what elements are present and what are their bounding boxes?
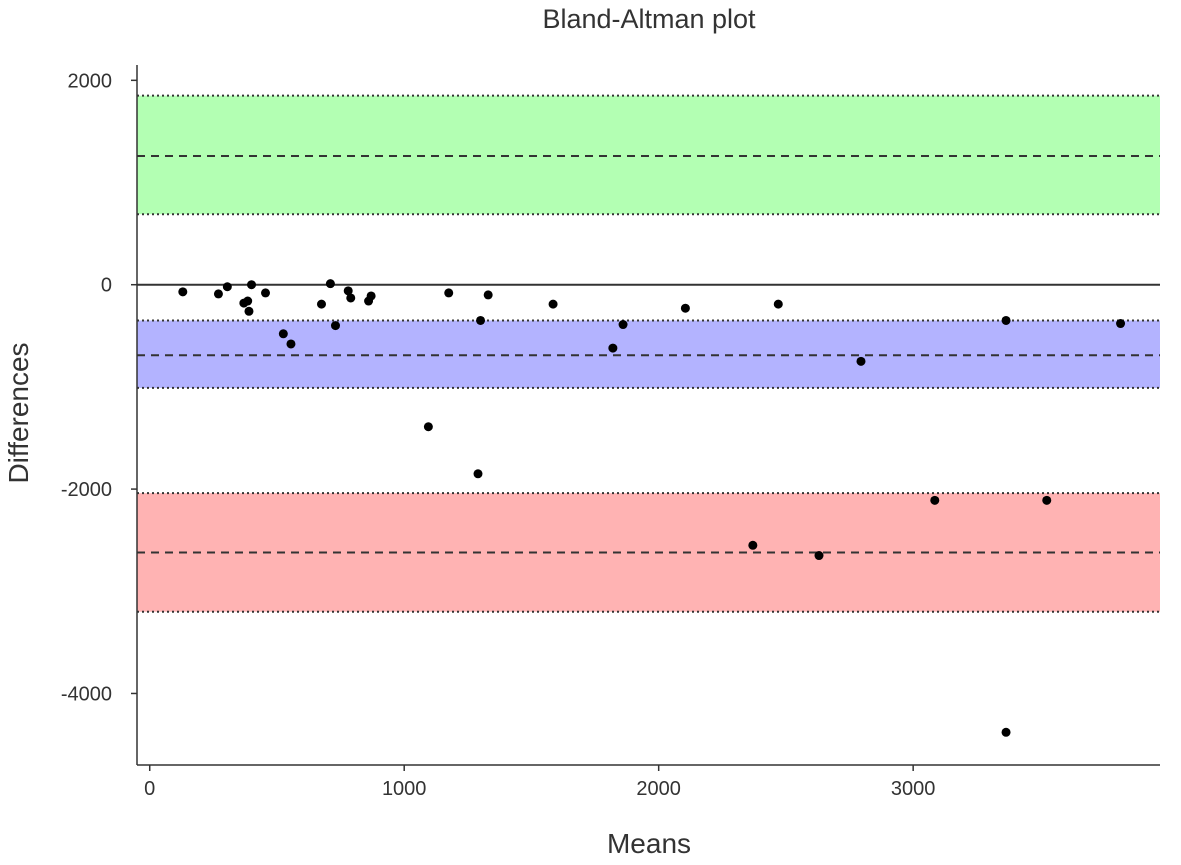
data-point [316, 299, 326, 309]
data-point [930, 495, 940, 505]
data-point [856, 356, 866, 366]
data-point [680, 303, 690, 313]
chart-title: Bland-Altman plot [542, 4, 756, 34]
data-point [1001, 315, 1011, 325]
data-point [247, 280, 257, 290]
data-point [444, 288, 454, 298]
limit-bands [137, 94, 1160, 613]
data-point [748, 540, 758, 550]
y-tick-label: -2000 [61, 479, 112, 501]
data-point [213, 289, 223, 299]
x-tick-label: 3000 [891, 778, 936, 800]
data-point [286, 339, 296, 349]
data-point [1116, 319, 1126, 329]
x-tick-label: 2000 [636, 778, 681, 800]
x-tick-label: 0 [144, 778, 155, 800]
axes [136, 65, 1160, 766]
data-point [473, 469, 483, 479]
data-point [278, 329, 288, 339]
data-point [366, 291, 376, 301]
data-point [346, 293, 356, 303]
data-point [423, 422, 433, 432]
y-axis-title: Differences [3, 342, 34, 483]
data-point [483, 290, 493, 300]
data-point [548, 299, 558, 309]
data-point [222, 282, 232, 292]
y-tick-label: 0 [101, 275, 112, 297]
y-axis-ticks: 2000 0 -2000 -4000 [61, 70, 137, 705]
data-points [178, 279, 1126, 737]
data-point [476, 315, 486, 325]
data-point [243, 296, 253, 306]
data-point [1001, 727, 1011, 737]
data-point [608, 343, 618, 353]
band-1 [137, 320, 1160, 388]
x-axis-ticks: 0 1000 2000 3000 [144, 765, 935, 800]
data-point [330, 321, 340, 331]
x-tick-label: 1000 [382, 778, 427, 800]
data-point [814, 551, 824, 561]
data-point [343, 286, 353, 296]
data-point [244, 306, 254, 316]
data-point [261, 288, 271, 298]
data-point [178, 287, 188, 297]
data-point [773, 299, 783, 309]
band-0 [137, 95, 1160, 215]
x-axis-title: Means [607, 828, 691, 859]
y-tick-label: 2000 [68, 70, 113, 92]
data-point [325, 279, 335, 289]
y-tick-label: -4000 [61, 683, 112, 705]
data-point [618, 320, 628, 330]
data-point [1042, 495, 1052, 505]
